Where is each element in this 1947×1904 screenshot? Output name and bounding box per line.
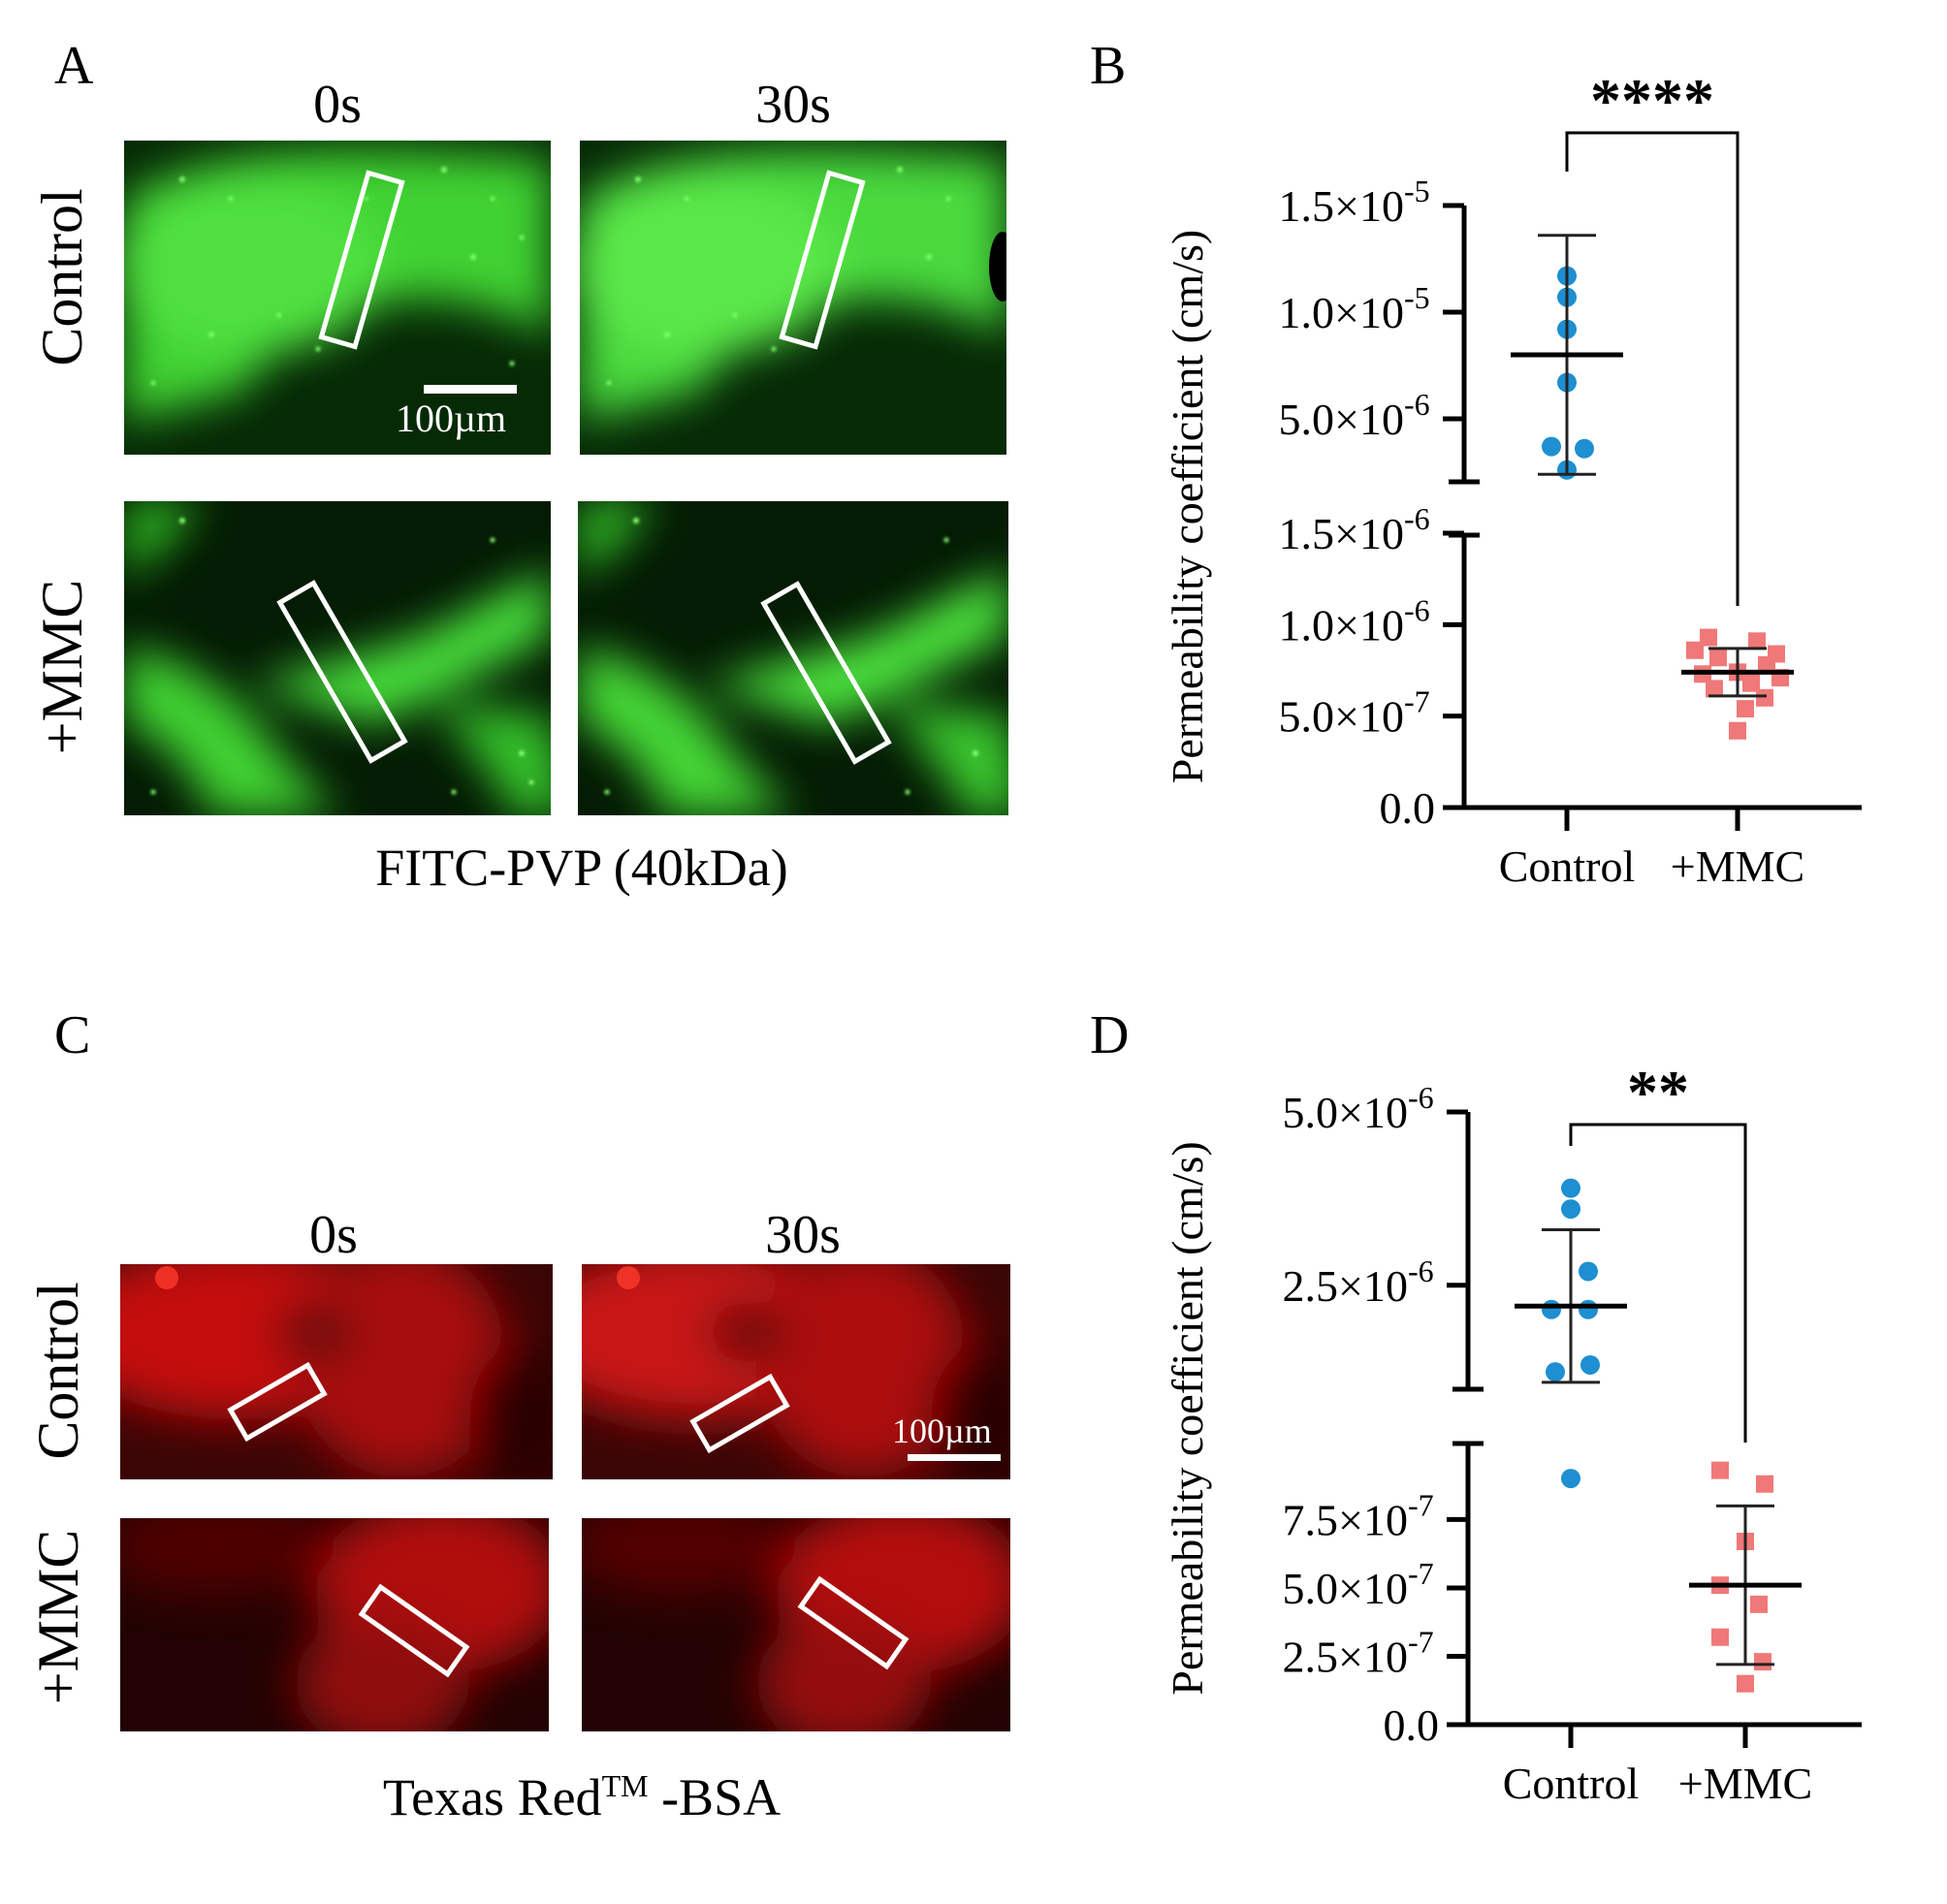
scalebar-label-c: 100µm <box>892 1412 992 1450</box>
y-tick-label: 2.5×10 <box>1283 1632 1408 1681</box>
y-tick-label: 1.0×10 <box>1279 600 1404 650</box>
series-control <box>1511 234 1623 480</box>
data-point <box>1700 628 1717 647</box>
data-point <box>1742 674 1760 692</box>
y-tick-exponent: -6 <box>1404 387 1430 422</box>
row-label-mmc: +MMC <box>30 579 94 755</box>
caption-c-main: Texas Red <box>382 1768 602 1826</box>
panel-letter-a: A <box>54 36 94 96</box>
row-label-mmc-c: +MMC <box>26 1529 90 1705</box>
micrograph-a-control-30s <box>580 141 1006 455</box>
x-tick-label: Control <box>1503 1759 1640 1808</box>
micrograph-c-control-30s <box>582 1264 1010 1479</box>
y-tick-label: 2.5×10 <box>1283 1261 1408 1311</box>
y-tick-label: 1.5×10 <box>1279 181 1404 231</box>
y-tick-exponent: -7 <box>1408 1487 1434 1522</box>
data-point <box>1737 700 1754 718</box>
y-tick-exponent: -6 <box>1404 592 1430 627</box>
time-label-0s-c: 0s <box>309 1205 358 1265</box>
data-point <box>1709 649 1727 667</box>
data-point <box>1756 1475 1773 1493</box>
data-point <box>1706 680 1723 698</box>
y-tick-exponent: -6 <box>1408 1253 1434 1288</box>
data-point <box>1579 1299 1598 1319</box>
chart-b: 0.05.0×10 -71.0×10 -61.5×10 -65.0×10 -61.0×1… <box>1163 66 1862 891</box>
data-point <box>1748 632 1766 651</box>
y-tick-label: 0.0 <box>1380 783 1436 833</box>
data-point <box>1686 641 1704 659</box>
y-axis-label: Permeability coefficient (cm/s) <box>1163 1141 1212 1695</box>
series-mmc <box>1689 1461 1802 1693</box>
data-point <box>1561 1469 1580 1489</box>
data-point <box>1561 1199 1580 1220</box>
y-tick-exponent: -7 <box>1404 684 1430 719</box>
y-tick-label: 5.0×10 <box>1279 395 1404 444</box>
panel-letter-b: B <box>1090 36 1127 96</box>
scalebar-label-a: 100µm <box>396 397 507 440</box>
y-tick-exponent: -6 <box>1408 1080 1434 1115</box>
panel-letter-c: C <box>54 1005 91 1065</box>
data-point <box>1711 1628 1729 1646</box>
significance-stars: **** <box>1590 66 1714 135</box>
time-label-0s: 0s <box>313 75 362 135</box>
y-tick-label: 1.5×10 <box>1279 509 1404 558</box>
y-tick-exponent: -5 <box>1404 174 1430 208</box>
y-tick-exponent: -7 <box>1408 1556 1434 1591</box>
y-tick-exponent: -6 <box>1404 501 1430 536</box>
chart-d: 0.02.5×10 -75.0×10 -77.5×10 -72.5×10 -65.0×1… <box>1163 1058 1862 1808</box>
micrograph-c-mmc-0s <box>120 1518 549 1731</box>
series-mmc <box>1681 628 1794 740</box>
micrograph-a-mmc-30s <box>578 501 1008 815</box>
significance-bracket <box>1569 1123 1747 1443</box>
data-point <box>1542 436 1561 457</box>
significance-bracket <box>1565 131 1740 606</box>
micrograph-c-control-0s <box>120 1264 553 1479</box>
y-tick-label: 0.0 <box>1384 1700 1440 1750</box>
y-tick-exponent: -5 <box>1404 280 1430 315</box>
micrograph-c-mmc-30s <box>582 1518 1010 1731</box>
data-point <box>1754 1653 1771 1671</box>
data-point <box>1756 688 1773 707</box>
y-tick-label: 5.0×10 <box>1283 1088 1408 1137</box>
data-point <box>1542 1299 1561 1319</box>
data-point <box>1575 438 1594 459</box>
significance-stars: ** <box>1627 1058 1689 1127</box>
caption-a: FITC-PVP (40kDa) <box>375 839 788 897</box>
time-label-30s: 30s <box>755 75 831 135</box>
y-tick-label: 7.5×10 <box>1283 1495 1408 1544</box>
caption-c: Texas RedTM -BSA <box>291 1770 873 1824</box>
caption-c-sup: TM <box>601 1768 649 1803</box>
series-control <box>1515 1178 1627 1489</box>
data-point <box>1737 1674 1754 1693</box>
data-point <box>1561 1178 1580 1198</box>
data-point <box>1758 655 1775 674</box>
time-label-30s-c: 30s <box>765 1205 841 1265</box>
y-tick-label: 5.0×10 <box>1279 692 1404 742</box>
micrograph-a-mmc-0s <box>124 501 551 815</box>
y-tick-label: 1.0×10 <box>1279 288 1404 337</box>
data-point <box>1711 1461 1729 1479</box>
x-tick-label: +MMC <box>1671 841 1804 891</box>
x-tick-label: +MMC <box>1678 1759 1812 1808</box>
row-label-control-c: Control <box>26 1282 90 1460</box>
data-point <box>1729 721 1746 740</box>
data-point <box>1579 1261 1598 1282</box>
y-axis-label: Permeability coefficient (cm/s) <box>1163 230 1212 783</box>
y-tick-label: 5.0×10 <box>1283 1564 1408 1613</box>
data-point <box>1580 1354 1600 1375</box>
y-tick-exponent: -7 <box>1408 1624 1434 1659</box>
data-point <box>1750 1595 1768 1613</box>
micrograph-a-control-0s <box>124 141 551 455</box>
caption-c-tail: -BSA <box>648 1768 782 1826</box>
x-tick-label: Control <box>1499 841 1636 891</box>
panel-letter-d: D <box>1090 1005 1130 1065</box>
data-point <box>1546 1362 1565 1382</box>
row-label-control: Control <box>30 188 94 366</box>
